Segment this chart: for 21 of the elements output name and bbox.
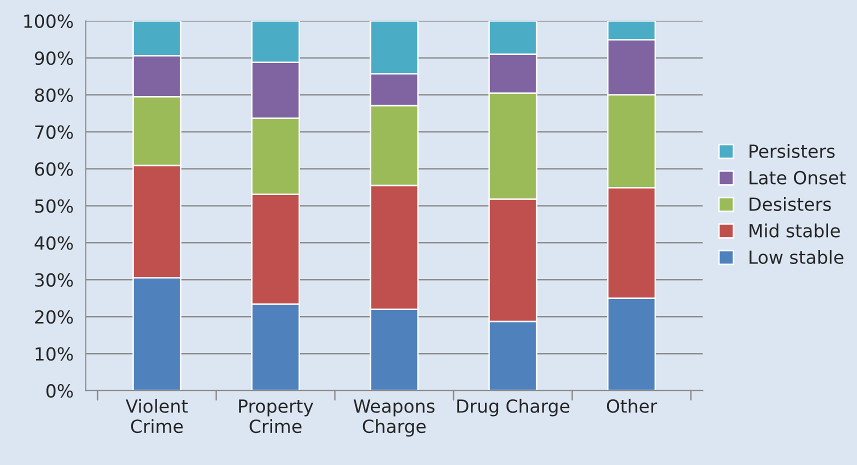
y-tick-label: 70% [35, 125, 73, 139]
y-tick-label: 90% [34, 51, 73, 66]
y-tick-label: 80% [34, 88, 73, 102]
y-tick-label: 0% [46, 384, 73, 398]
x-tick-label: Weapons Charge [354, 399, 434, 437]
legend-label: Desisters [750, 197, 831, 211]
legend-label: Low stable [750, 250, 844, 264]
y-tick-label: 20% [35, 310, 73, 324]
legend-label: Late Onset [750, 170, 846, 184]
y-tick-label: 30% [35, 273, 73, 287]
y-tick-label: 100% [24, 14, 73, 28]
x-tick-label: Other [606, 398, 658, 413]
x-tick-label: Property Crime [239, 399, 314, 434]
y-tick-label: 40% [34, 236, 73, 250]
y-tick-label: 10% [36, 347, 73, 361]
legend-label: Persisters [750, 144, 835, 158]
y-tick-label: 50% [35, 199, 73, 213]
x-tick-label: Violent Crime [126, 398, 188, 434]
legend-label: Mid stable [750, 224, 840, 238]
y-tick-label: 60% [35, 162, 73, 176]
x-tick-label: Drug Charge [457, 398, 570, 416]
